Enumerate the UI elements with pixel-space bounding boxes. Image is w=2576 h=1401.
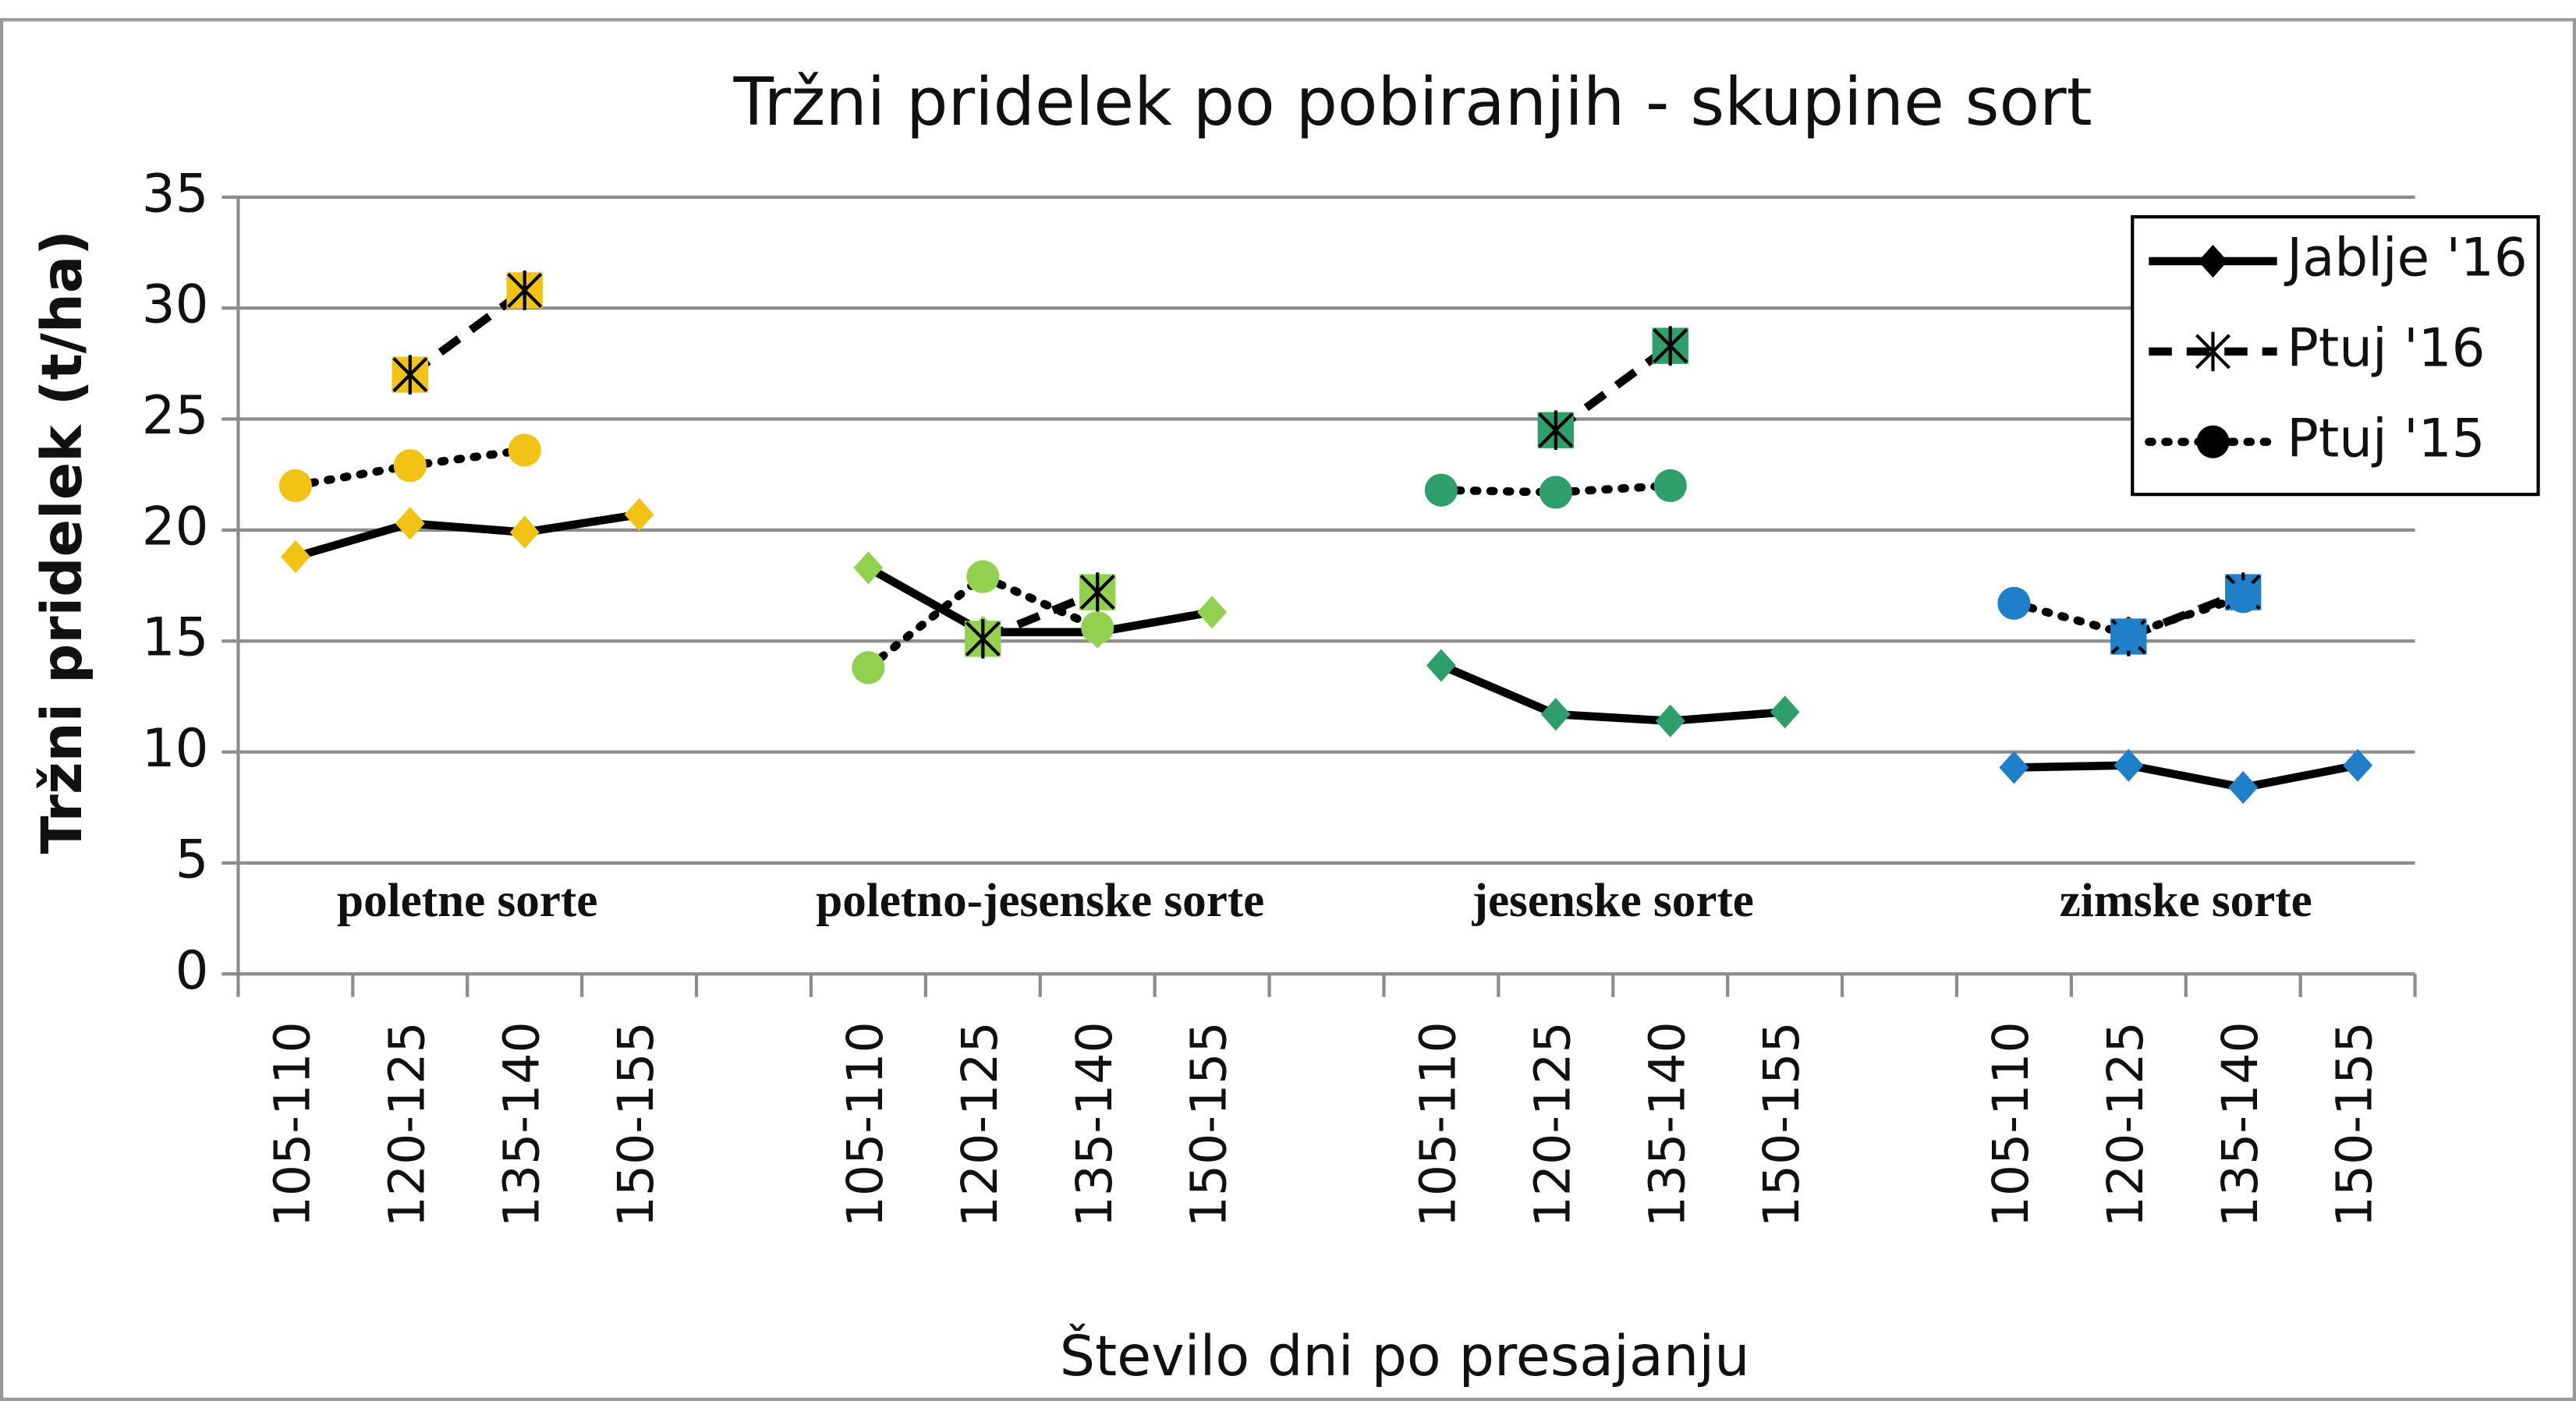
marker [966, 561, 999, 593]
y-tick-label: 10 [142, 717, 209, 779]
marker [1081, 611, 1114, 644]
y-tick-label: 20 [142, 495, 209, 557]
x-tick-label: 135-140 [1638, 1021, 1695, 1227]
marker [1425, 474, 1458, 507]
marker [1653, 326, 1688, 366]
marker [1538, 410, 1574, 450]
chart: Tržni pridelek po pobiranjih - skupine s… [0, 0, 2576, 1401]
x-tick-label: 120-125 [2096, 1021, 2154, 1227]
x-tick-label: 120-125 [951, 1021, 1008, 1227]
x-tick-label: 150-155 [2326, 1021, 2383, 1227]
marker [1654, 469, 1687, 502]
x-tick-label: 150-155 [1180, 1021, 1238, 1227]
x-tick-label: 105-110 [1408, 1021, 1466, 1227]
x-tick-label: 105-110 [1982, 1021, 2039, 1227]
marker [852, 651, 884, 684]
x-tick-label: 105-110 [263, 1021, 321, 1227]
legend-label: Ptuj '15 [2287, 407, 2485, 469]
x-tick-label: 120-125 [1523, 1021, 1581, 1227]
x-tick-label: 150-155 [607, 1021, 664, 1227]
group-label: poletno-jesenske sorte [816, 875, 1264, 927]
marker [279, 469, 312, 502]
y-axis-title: Tržni pridelek (t/ha) [30, 230, 94, 854]
marker [965, 619, 1001, 659]
group-label: jesenske sorte [1472, 875, 1754, 927]
marker [2227, 580, 2259, 613]
x-tick-label: 135-140 [1065, 1021, 1123, 1227]
y-tick-label: 35 [142, 162, 209, 224]
marker [508, 433, 541, 466]
marker [392, 355, 428, 394]
legend-label: Jablje '16 [2284, 227, 2528, 288]
group-label: zimske sorte [2060, 875, 2312, 927]
x-tick-label: 135-140 [492, 1021, 550, 1227]
marker [1540, 476, 1572, 508]
x-axis-title: Število dni po presajanju [1060, 1323, 1750, 1389]
x-tick-label: 135-140 [2211, 1021, 2269, 1227]
y-tick-label: 0 [175, 939, 209, 1001]
chart-title: Tržni pridelek po pobiranjih - skupine s… [732, 64, 2092, 140]
marker [2112, 618, 2145, 651]
y-tick-label: 25 [142, 384, 209, 446]
y-tick-label: 5 [175, 828, 209, 890]
legend-label: Ptuj '16 [2287, 317, 2485, 378]
marker [394, 449, 427, 482]
y-tick-label: 30 [142, 274, 209, 335]
marker [507, 271, 543, 310]
x-tick-label: 105-110 [836, 1021, 894, 1227]
y-tick-label: 15 [142, 607, 209, 668]
page: Tržni pridelek po pobiranjih - skupine s… [0, 0, 2576, 1401]
marker [1079, 572, 1115, 612]
marker [2196, 426, 2229, 458]
x-tick-label: 150-155 [1752, 1021, 1810, 1227]
group-label: poletne sorte [337, 875, 597, 927]
x-tick-label: 120-125 [377, 1021, 435, 1227]
marker [1997, 587, 2030, 620]
